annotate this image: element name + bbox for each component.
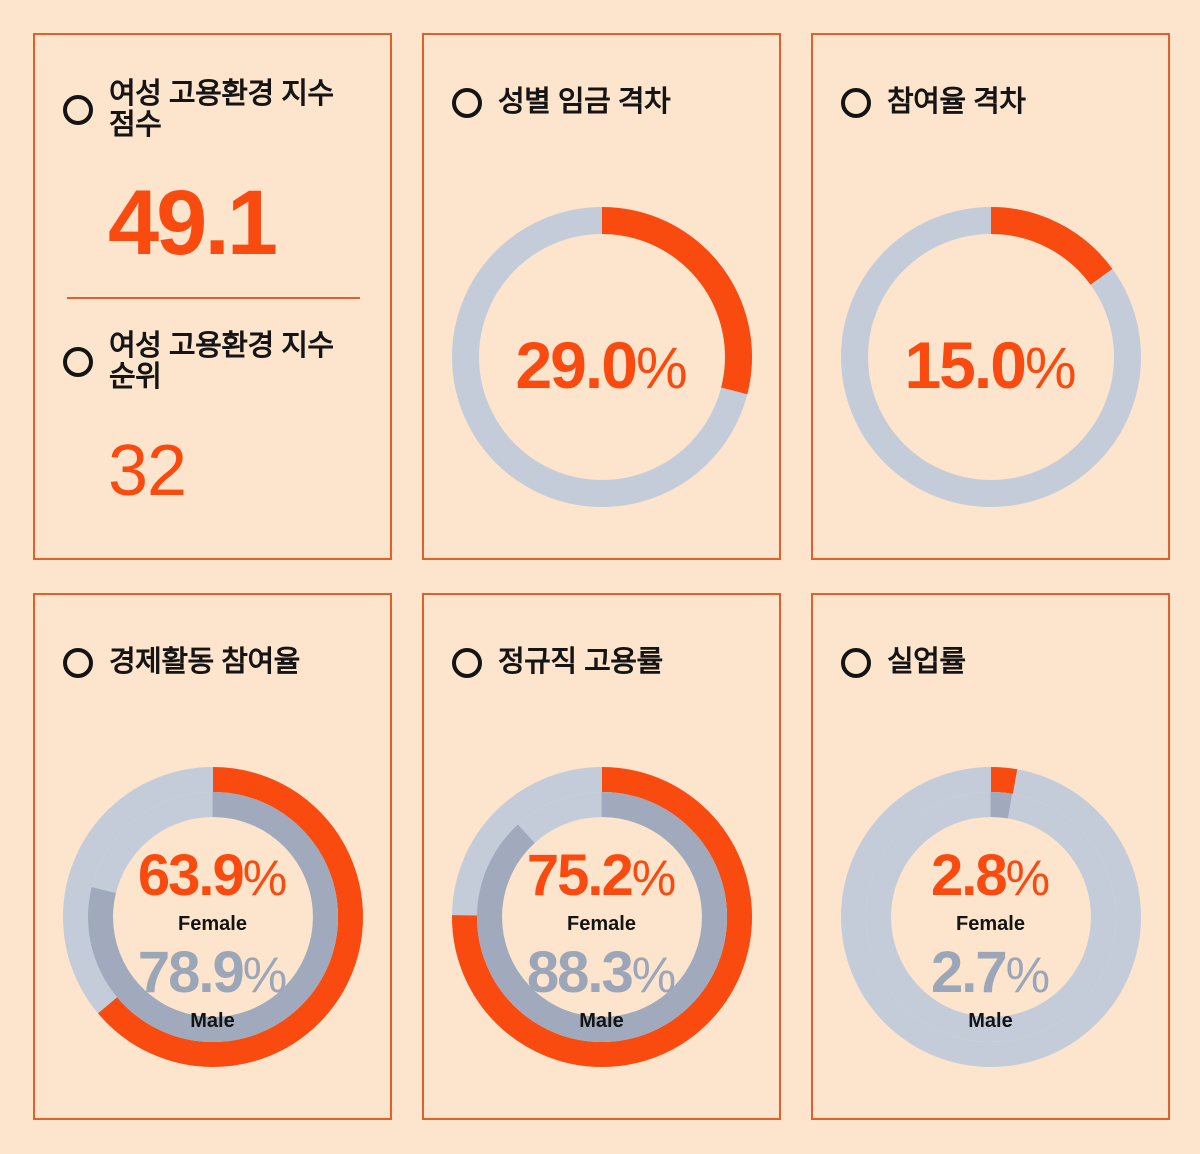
circle-bullet-icon — [63, 95, 93, 125]
index-rank-title-line1: 여성 고용환경 지수 — [109, 330, 334, 362]
panel-participation-gap: 참여율 격차 15.0% — [811, 33, 1170, 560]
percent-sign: % — [1005, 850, 1051, 906]
male-label: Male — [968, 1010, 1013, 1032]
economic-activity-donut-chart — [62, 767, 363, 1067]
wage-gap-title-row: 성별 임금 격차 — [452, 87, 753, 118]
circle-bullet-icon — [63, 647, 93, 678]
wage-gap-title: 성별 임금 격차 — [498, 86, 671, 118]
percent-sign: % — [1024, 336, 1077, 401]
wage-gap-value: 29.0 — [515, 328, 637, 402]
regular-employment-title-text: 정규직 고용률 — [498, 646, 663, 678]
participation-gap-donut-area: 15.0% — [840, 207, 1141, 507]
index-score-title-line2: 점수 — [109, 109, 162, 141]
regular-employment-donut-chart — [451, 767, 752, 1067]
index-rank-title-row: 여성 고용환경 지수 순위 — [63, 331, 364, 393]
index-rank-title: 여성 고용환경 지수 순위 — [109, 331, 334, 393]
kpi-divider — [67, 297, 360, 299]
female-value-line: 75.2% — [527, 847, 676, 905]
male-label: Male — [579, 1010, 624, 1032]
wage-gap-center-label: 29.0% — [515, 327, 687, 403]
female-value-line: 63.9% — [138, 847, 287, 905]
participation-gap-center-label: 15.0% — [904, 327, 1076, 403]
economic-activity-male-value: 78.9 — [137, 940, 245, 1005]
panel-index-score: 여성 고용환경 지수 점수 49.1 여성 고용환경 지수 순위 32 — [33, 33, 392, 560]
male-value-line: 2.7% — [931, 944, 1050, 1002]
panel-regular-employment: 정규직 고용률 75.2% Female 88.3% Male — [422, 593, 781, 1120]
index-score-title: 여성 고용환경 지수 점수 — [109, 79, 334, 141]
unemployment-title: 실업률 — [887, 647, 966, 678]
economic-activity-title: 경제활동 참여율 — [109, 647, 300, 678]
percent-sign: % — [631, 947, 677, 1003]
percent-sign: % — [242, 850, 288, 906]
index-rank-title-line2: 순위 — [109, 361, 162, 393]
economic-activity-female-value: 63.9 — [137, 843, 245, 908]
participation-gap-title-text: 참여율 격차 — [887, 86, 1026, 118]
wage-gap-donut-chart — [451, 207, 752, 507]
circle-bullet-icon — [841, 87, 871, 118]
index-score-title-line1: 여성 고용환경 지수 — [109, 78, 334, 110]
unemployment-donut-chart — [840, 767, 1141, 1067]
unemployment-center-label: 2.8% Female 2.7% Male — [931, 847, 1050, 1032]
participation-gap-title-row: 참여율 격차 — [841, 87, 1142, 118]
index-rank-value: 32 — [108, 431, 187, 511]
unemployment-female-value: 2.8 — [930, 843, 1008, 908]
percent-sign: % — [631, 850, 677, 906]
male-value-line: 78.9% — [138, 944, 287, 1002]
regular-employment-male-value: 88.3 — [526, 940, 634, 1005]
circle-bullet-icon — [452, 647, 482, 678]
wage-gap-donut-area: 29.0% — [451, 207, 752, 507]
regular-employment-female-value: 75.2 — [526, 843, 634, 908]
male-value-line: 88.3% — [527, 944, 676, 1002]
circle-bullet-icon — [452, 87, 482, 118]
index-score-title-row: 여성 고용환경 지수 점수 — [63, 79, 364, 141]
economic-activity-donut-area: 63.9% Female 78.9% Male — [62, 767, 363, 1067]
circle-bullet-icon — [841, 647, 871, 678]
economic-activity-title-row: 경제활동 참여율 — [63, 647, 364, 678]
economic-activity-center-label: 63.9% Female 78.9% Male — [138, 847, 287, 1032]
economic-activity-title-text: 경제활동 참여율 — [109, 646, 300, 678]
circle-bullet-icon — [63, 347, 93, 377]
percent-sign: % — [1005, 947, 1051, 1003]
participation-gap-value: 15.0 — [904, 328, 1026, 402]
regular-employment-center-label: 75.2% Female 88.3% Male — [527, 847, 676, 1032]
regular-employment-title-row: 정규직 고용률 — [452, 647, 753, 678]
panel-gender-wage-gap: 성별 임금 격차 29.0% — [422, 33, 781, 560]
unemployment-donut-area: 2.8% Female 2.7% Male — [840, 767, 1141, 1067]
unemployment-title-text: 실업률 — [887, 646, 966, 678]
male-label: Male — [190, 1010, 235, 1032]
unemployment-title-row: 실업률 — [841, 647, 1142, 678]
unemployment-male-value: 2.7 — [930, 940, 1008, 1005]
regular-employment-title: 정규직 고용률 — [498, 647, 663, 678]
female-label: Female — [178, 913, 247, 935]
panel-economic-activity: 경제활동 참여율 63.9% Female 78.9% Male — [33, 593, 392, 1120]
index-score-value: 49.1 — [108, 172, 278, 274]
female-value-line: 2.8% — [931, 847, 1050, 905]
participation-gap-title: 참여율 격차 — [887, 86, 1026, 118]
wage-gap-title-text: 성별 임금 격차 — [498, 86, 671, 118]
regular-employment-donut-area: 75.2% Female 88.3% Male — [451, 767, 752, 1067]
dashboard-grid: 여성 고용환경 지수 점수 49.1 여성 고용환경 지수 순위 32 성별 임… — [33, 33, 1170, 1120]
female-label: Female — [567, 913, 636, 935]
percent-sign: % — [635, 336, 688, 401]
percent-sign: % — [242, 947, 288, 1003]
female-label: Female — [956, 913, 1025, 935]
participation-gap-donut-chart — [840, 207, 1141, 507]
panel-unemployment: 실업률 2.8% Female 2.7% Male — [811, 593, 1170, 1120]
